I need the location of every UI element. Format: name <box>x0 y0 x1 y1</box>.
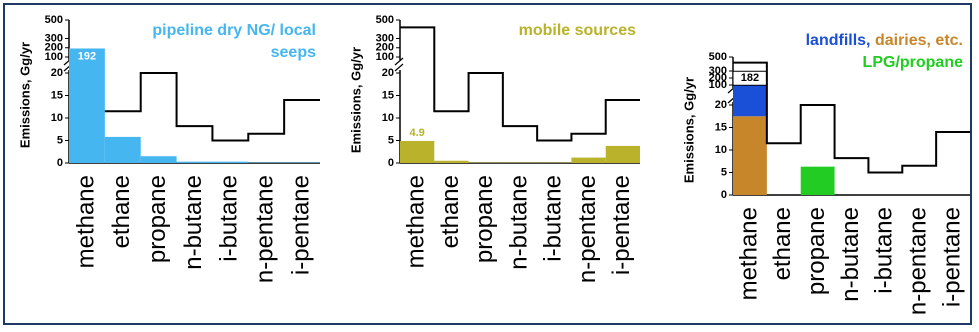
bar <box>140 156 177 163</box>
x-tick-label: i-butane <box>216 175 243 262</box>
annotation: 182 <box>741 72 759 84</box>
y-upper-tick-label: 200 <box>376 42 394 54</box>
legend: pipeline dry NG/ local seeps <box>150 20 316 64</box>
outline <box>104 72 320 142</box>
y-upper-tick-label: 500 <box>45 14 63 26</box>
x-tick-label: methane <box>72 175 99 268</box>
x-tick-label: n-butane <box>180 175 207 270</box>
x-tick-label: methane <box>735 207 762 300</box>
x-tick-label: n-pentane <box>252 175 279 283</box>
bar <box>800 166 835 195</box>
y-tick-label: 0 <box>721 189 727 201</box>
y-upper-tick-label: 200 <box>709 72 727 84</box>
y-tick-label: 20 <box>715 99 727 111</box>
bar <box>605 145 640 163</box>
legend-entry: mobile sources <box>518 22 636 39</box>
x-tick-label: propane <box>471 175 498 263</box>
axis-break <box>394 63 404 72</box>
y-tick-label: 5 <box>57 134 63 146</box>
y-upper-tick-label: 100 <box>376 51 394 63</box>
y-tick-label: 15 <box>382 89 394 101</box>
y-upper-tick-label: 300 <box>376 32 394 44</box>
y-tick-label: 15 <box>715 121 727 133</box>
x-tick-label: propane <box>144 175 171 263</box>
value-label: 4.9 <box>409 127 424 139</box>
y-axis-label: Emissions, Gg/yr <box>681 77 696 183</box>
x-tick-label: i-pentane <box>287 175 314 275</box>
bar <box>104 136 141 163</box>
y-axis-label: Emissions, Gg/yr <box>348 47 363 153</box>
y-upper-tick-label: 200 <box>45 42 63 54</box>
x-tick-label: n-butane <box>837 207 864 302</box>
y-tick-label: 10 <box>51 112 63 124</box>
bar <box>212 161 249 163</box>
y-upper-tick-label: 100 <box>45 51 63 63</box>
x-tick-label: i-pentane <box>608 175 635 275</box>
outline <box>400 26 640 142</box>
y-tick-label: 0 <box>388 157 394 169</box>
bar <box>176 161 213 163</box>
y-tick-label: 20 <box>51 67 63 79</box>
legend-entry: dairies, etc. <box>874 32 963 49</box>
y-upper-tick-label: 100 <box>709 79 727 91</box>
legend-entry: LPG/propane <box>862 54 963 71</box>
y-tick-label: 5 <box>388 134 394 146</box>
bar <box>400 140 435 163</box>
y-tick-label: 10 <box>715 144 727 156</box>
legend-entry: landfills, <box>805 32 871 49</box>
bar <box>733 116 767 195</box>
x-tick-label: methane <box>402 175 429 268</box>
x-tick-label: propane <box>803 207 830 295</box>
x-tick-label: ethane <box>769 207 796 280</box>
legend: mobile sources <box>440 20 636 42</box>
y-axis-label: Emissions, Gg/yr <box>17 42 32 148</box>
x-tick-label: i-pentane <box>938 207 965 307</box>
bar <box>571 157 606 163</box>
x-tick-label: i-butane <box>871 207 898 294</box>
y-tick-label: 15 <box>51 89 63 101</box>
x-tick-label: n-pentane <box>574 175 601 283</box>
outline <box>733 61 970 174</box>
y-tick-label: 5 <box>721 166 727 178</box>
bar <box>434 160 469 163</box>
frame <box>3 3 972 325</box>
y-tick-label: 0 <box>57 157 63 169</box>
y-upper-tick-label: 300 <box>45 32 63 44</box>
y-upper-tick-label: 300 <box>709 65 727 77</box>
axis-break <box>394 57 404 66</box>
legend: landfills, dairies, etc. LPG/propane <box>755 30 963 74</box>
y-upper-tick-label: 500 <box>709 51 727 63</box>
legend-entry: pipeline dry NG/ local seeps <box>152 22 316 61</box>
bar <box>69 48 105 163</box>
x-tick-label: n-butane <box>505 175 532 270</box>
x-tick-label: ethane <box>108 175 135 248</box>
y-tick-label: 20 <box>382 67 394 79</box>
x-tick-label: n-pentane <box>905 207 932 315</box>
x-tick-label: ethane <box>437 175 464 248</box>
value-label: 192 <box>78 50 96 62</box>
y-upper-tick-label: 500 <box>376 14 394 26</box>
y-tick-label: 10 <box>382 112 394 124</box>
x-tick-label: i-butane <box>540 175 567 262</box>
